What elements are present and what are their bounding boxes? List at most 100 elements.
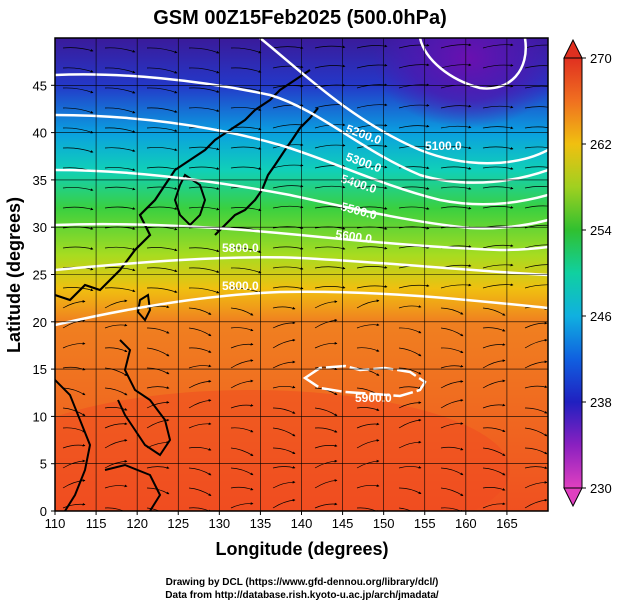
streamline: [188, 166, 220, 170]
streamline: [524, 338, 548, 349]
streamline: [440, 307, 464, 315]
streamline: [146, 247, 178, 252]
streamline: [482, 43, 514, 49]
streamline: [146, 127, 178, 132]
streamline: [356, 459, 380, 469]
streamline: [524, 481, 548, 489]
streamline: [356, 186, 388, 190]
streamline: [440, 206, 472, 210]
streamline: [440, 398, 464, 409]
streamline: [62, 206, 94, 211]
streamline: [146, 327, 170, 334]
streamline: [524, 360, 548, 369]
streamline: [482, 206, 514, 209]
streamline: [356, 323, 380, 329]
colorbar-bottom-arrow: [563, 487, 583, 508]
contour-lines: [55, 38, 548, 398]
streamline: [440, 487, 464, 497]
low-pressure-core: [373, 38, 548, 128]
streamline: [314, 341, 338, 349]
streamline: [440, 43, 472, 49]
streamline: [482, 379, 506, 389]
streamline: [104, 407, 128, 411]
y-axis: 0 5 10 15 20 25 30 35 40 45: [33, 78, 55, 519]
x-axis: 110 115 120 125 130 135 140 145 150 155 160 165: [45, 511, 518, 531]
streamline: [524, 447, 548, 455]
streamline: [188, 487, 212, 496]
streamline: [62, 318, 86, 329]
streamline: [272, 46, 304, 50]
streamline: [524, 85, 548, 89]
streamline: [440, 186, 472, 190]
streamline: [104, 367, 128, 376]
streamline: [272, 321, 296, 329]
streamline: [314, 502, 338, 509]
streamline: [482, 244, 514, 249]
streamline: [272, 226, 304, 230]
streamline: [188, 206, 220, 211]
streamline: [398, 103, 430, 109]
contour-label: 5900.0: [355, 391, 392, 405]
coastline-borneo: [104, 463, 162, 511]
streamline: [104, 484, 128, 489]
streamline: [230, 327, 254, 332]
streamline: [188, 447, 212, 451]
x-tick-label: 145: [332, 516, 354, 531]
streamline: [314, 479, 338, 489]
streamline: [440, 422, 464, 429]
streamline: [62, 287, 94, 292]
colorbar-tick-label: 254: [590, 223, 612, 238]
streamline: [230, 467, 254, 476]
streamline: [398, 43, 430, 49]
x-tick-label: 135: [250, 516, 272, 531]
streamline: [398, 487, 422, 494]
contour-5600: [55, 222, 548, 252]
streamline: [482, 307, 506, 316]
streamline: [62, 107, 94, 114]
streamline: [398, 440, 422, 449]
streamline: [62, 502, 86, 509]
streamline: [314, 300, 338, 309]
streamline: [356, 507, 380, 511]
streamline: [356, 285, 388, 289]
streamline: [482, 186, 514, 190]
colorbar-tick-label: 270: [590, 51, 612, 66]
contour-5400: [55, 113, 548, 206]
streamline: [230, 47, 262, 54]
streamline: [146, 386, 170, 389]
streamline: [356, 144, 388, 149]
streamline: [146, 47, 178, 54]
streamline: [104, 507, 128, 511]
streamline: [146, 87, 178, 94]
chart-title: GSM 00Z15Feb2025 (500.0hPa): [153, 7, 446, 29]
x-tick-label: 160: [455, 516, 477, 531]
y-tick-label: 20: [33, 315, 47, 330]
streamline: [272, 184, 304, 189]
x-tick-label: 130: [208, 516, 230, 531]
streamline: [104, 67, 136, 74]
streamline: [230, 359, 254, 369]
streamline: [524, 65, 548, 69]
streamline: [104, 459, 128, 469]
streamline: [272, 205, 304, 209]
streamline: [104, 422, 128, 429]
streamline: [356, 299, 380, 309]
contour-label: 5800.0: [222, 279, 259, 293]
streamline: [398, 226, 430, 230]
x-tick-label: 110: [45, 516, 66, 531]
streamline: [146, 347, 170, 357]
streamline: [398, 284, 430, 289]
streamline: [356, 347, 380, 352]
streamline: [104, 206, 136, 210]
streamline: [482, 327, 506, 332]
plot-area: 5100.0 5200.0 5300.0 5400.0 5500.0 5600.…: [55, 38, 548, 511]
streamline: [188, 287, 220, 294]
streamline: [524, 166, 548, 169]
streamline: [146, 166, 178, 171]
streamline: [188, 467, 212, 476]
streamline: [230, 146, 262, 150]
streamline: [62, 246, 94, 250]
streamline: [146, 400, 170, 409]
streamline: [230, 107, 262, 112]
